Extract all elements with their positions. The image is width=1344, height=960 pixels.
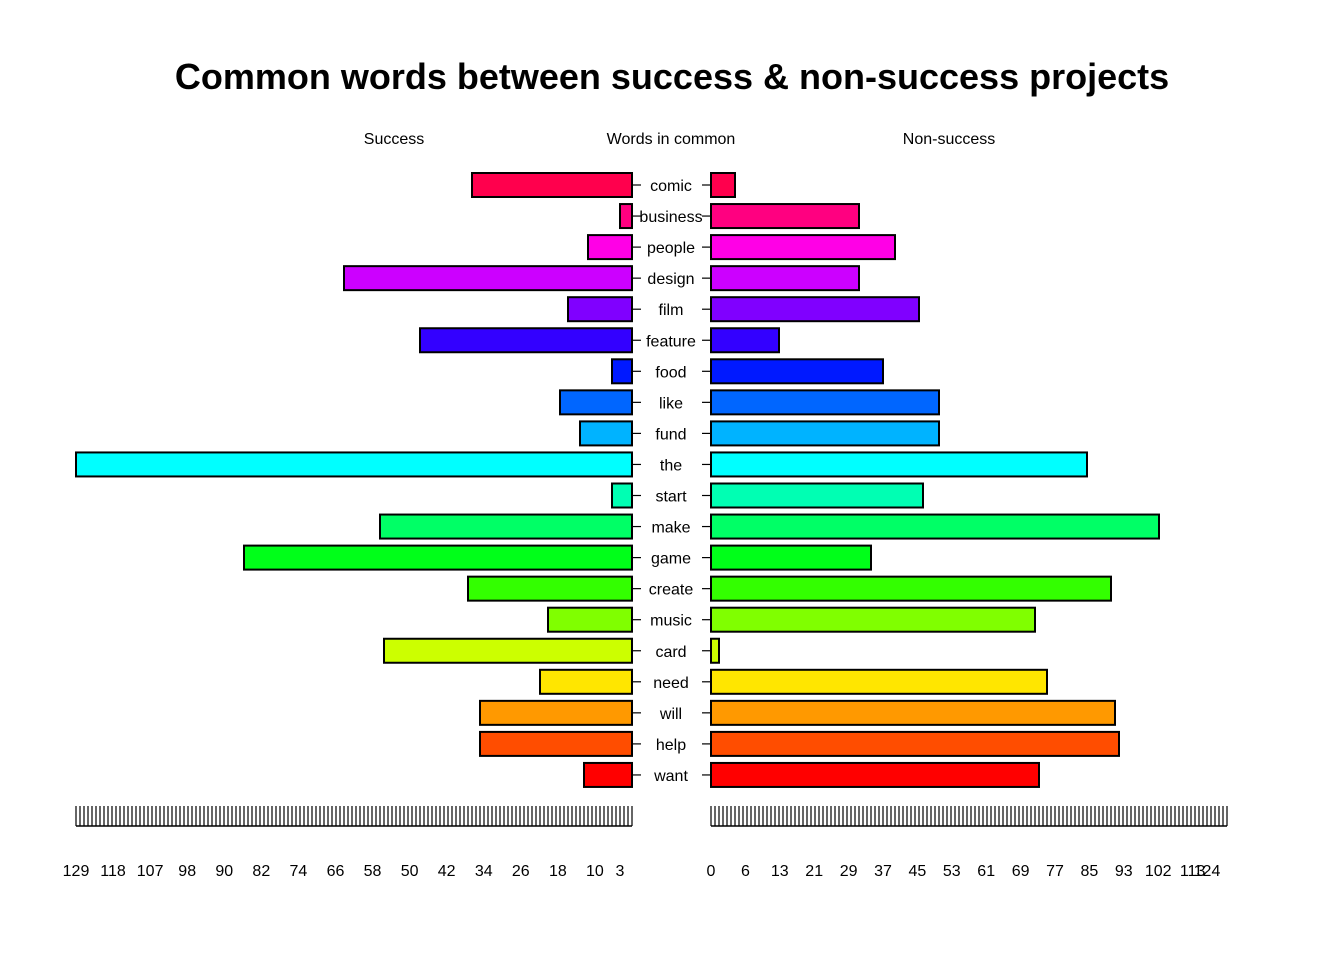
right-axis-tick-label: 21 [805, 863, 823, 880]
success-bar [539, 668, 633, 695]
non-success-bar [710, 482, 924, 509]
success-bar [611, 482, 633, 509]
right-axis-tick-label: 37 [874, 863, 892, 880]
left-axis-tick-label: 42 [438, 863, 456, 880]
right-axis-tick-label: 93 [1115, 863, 1133, 880]
left-panel-label: Success [363, 131, 425, 148]
category-label: comic [650, 178, 692, 195]
non-success-bar [710, 668, 1048, 695]
right-axis-tick-label: 77 [1046, 863, 1064, 880]
right-axis-tick-label: 113 [1180, 863, 1206, 880]
non-success-bar [710, 172, 736, 198]
non-success-bar [710, 265, 860, 292]
non-success-bar [710, 296, 920, 323]
non-success-bar [710, 575, 1112, 602]
left-axis-tick-label: 10 [586, 863, 604, 880]
category-label: music [650, 613, 692, 630]
success-bar [383, 637, 633, 664]
success-bar [583, 761, 633, 788]
right-axis-tick-label: 13 [771, 863, 789, 880]
category-label: people [647, 240, 695, 257]
left-axis-tick-label: 90 [215, 863, 233, 880]
success-bar [379, 513, 633, 540]
left-axis-tick-label: 98 [178, 863, 196, 880]
right-axis-tick-label: 6 [741, 863, 750, 880]
right-axis-tick-label: 0 [707, 863, 716, 880]
left-axis-tick-label: 66 [327, 863, 345, 880]
success-bar [343, 265, 633, 292]
left-axis-tick-label: 129 [63, 863, 90, 880]
category-label: want [653, 768, 688, 785]
success-bar [619, 203, 633, 230]
center-panel-label: Words in common [606, 131, 736, 148]
right-axis-tick-label: 45 [909, 863, 927, 880]
category-label: game [651, 551, 691, 568]
non-success-bar [710, 637, 720, 664]
category-label: start [655, 489, 687, 506]
category-label: fund [655, 426, 686, 443]
right-axis-tick-label: 29 [840, 863, 858, 880]
success-bar [567, 296, 633, 323]
left-axis-tick-label: 74 [290, 863, 308, 880]
category-label: film [659, 302, 684, 319]
left-axis-tick-label: 34 [475, 863, 493, 880]
success-bar [471, 172, 633, 198]
success-bar [479, 730, 633, 757]
success-bar [611, 358, 633, 385]
success-bar [419, 327, 633, 354]
right-axis-tick-label: 102 [1145, 863, 1172, 880]
left-axis-tick-label: 18 [549, 863, 567, 880]
non-success-bar [710, 761, 1040, 788]
category-label: card [655, 644, 686, 661]
non-success-bar [710, 327, 780, 354]
left-axis-tick-label: 118 [100, 863, 126, 880]
chart-title: Common words between success & non-succe… [174, 56, 1170, 97]
right-axis-tick-label: 69 [1012, 863, 1030, 880]
right-panel-label: Non-success [902, 131, 996, 148]
left-axis-tick-label: 50 [401, 863, 419, 880]
category-label: business [639, 209, 702, 226]
category-label: make [651, 520, 690, 537]
category-label: design [647, 271, 694, 288]
success-bar [467, 575, 633, 602]
success-bar [243, 544, 633, 571]
left-axis-tick-label: 3 [616, 863, 625, 880]
category-label: need [653, 675, 689, 692]
category-label: will [659, 706, 682, 723]
category-label: feature [646, 333, 696, 350]
left-axis-tick-label: 107 [137, 863, 164, 880]
non-success-bar [710, 606, 1036, 633]
success-bar [559, 389, 633, 416]
success-bar [75, 451, 633, 478]
category-label: like [659, 395, 683, 412]
success-bar [547, 606, 633, 633]
success-bar [587, 234, 633, 261]
category-label: food [655, 364, 686, 381]
success-bar [479, 699, 633, 726]
non-success-bar [710, 699, 1116, 726]
non-success-bar [710, 234, 896, 261]
non-success-bar [710, 451, 1088, 478]
non-success-bar [710, 358, 884, 385]
left-axis-tick-label: 82 [252, 863, 270, 880]
non-success-bar [710, 513, 1160, 540]
right-axis-tick-label: 85 [1081, 863, 1099, 880]
non-success-bar [710, 420, 940, 447]
non-success-bar [710, 389, 940, 416]
right-axis-tick-label: 61 [977, 863, 995, 880]
non-success-bar [710, 203, 860, 230]
left-axis-tick-label: 58 [364, 863, 382, 880]
non-success-bar [710, 730, 1120, 757]
category-label: help [656, 737, 686, 754]
right-axis-tick-label: 53 [943, 863, 961, 880]
category-label: create [649, 582, 694, 599]
non-success-bar [710, 544, 872, 571]
right-axis-tick-label: 124 [1194, 863, 1221, 880]
left-axis-tick-label: 26 [512, 863, 530, 880]
category-label: the [660, 457, 682, 474]
success-bar [579, 420, 633, 447]
